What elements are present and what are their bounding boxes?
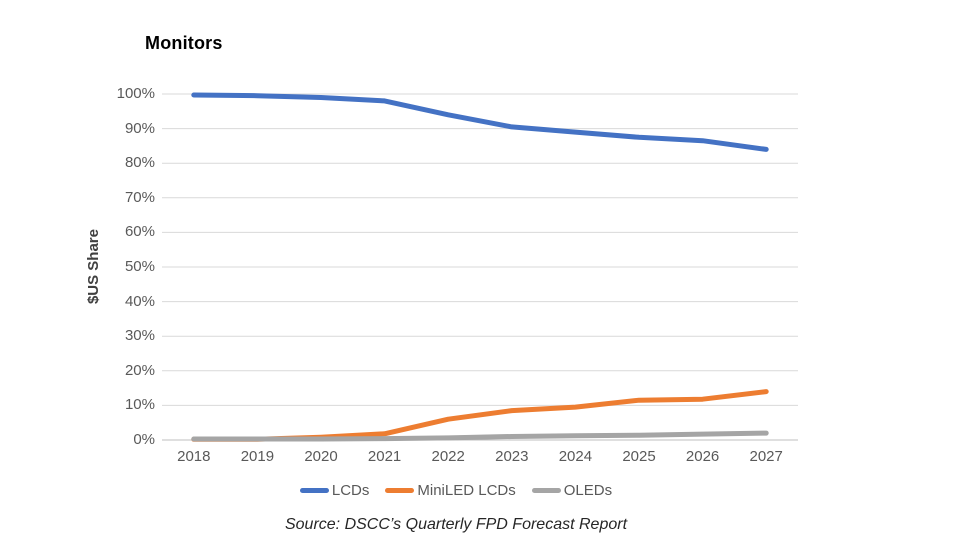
y-tick-label: 60% (124, 223, 155, 241)
series-line-oleds (191, 430, 769, 442)
legend-item-miniled-lcds: MiniLED LCDs (385, 481, 516, 499)
x-tick-label: 2027 (749, 448, 783, 465)
gridlines (162, 93, 798, 441)
series-line-lcds (191, 92, 769, 152)
y-tick-label: 30% (124, 327, 155, 345)
legend-label: LCDs (331, 481, 370, 499)
y-tick-label: 70% (124, 188, 155, 206)
x-tick-label: 2021 (367, 448, 402, 465)
legend-item-oleds: OLEDs (531, 481, 613, 499)
x-tick-label: 2022 (431, 448, 465, 465)
x-tick-label: 2020 (304, 448, 338, 465)
y-tick-label: 10% (124, 396, 155, 414)
legend-label: OLEDs (563, 481, 613, 499)
y-tick-label: 100% (116, 85, 155, 102)
x-tick-label: 2025 (622, 448, 656, 465)
x-tick-label: 2026 (685, 448, 720, 465)
x-tick-label: 2024 (558, 448, 593, 465)
chart-title: Monitors (145, 33, 223, 53)
x-tick-label: 2019 (240, 448, 275, 465)
plot-area (162, 92, 798, 442)
chart-legend: LCDs MiniLED LCDs OLEDs (0, 480, 912, 500)
legend-label: MiniLED LCDs (417, 481, 516, 499)
y-tick-label: 50% (124, 258, 155, 275)
x-tick-label: 2023 (495, 448, 529, 465)
source-note: Source: DSCC’s Quarterly FPD Forecast Re… (284, 516, 628, 533)
legend-dash-icon (385, 487, 415, 493)
y-tick-label: 20% (124, 361, 155, 379)
y-tick-label: 90% (124, 119, 155, 137)
y-tick-label: 0% (133, 431, 155, 448)
y-tick-label: 40% (124, 292, 155, 310)
legend-dash-icon (299, 487, 329, 493)
y-tick-label: 80% (124, 154, 155, 172)
x-tick-label: 2018 (177, 448, 211, 465)
legend-dash-icon (531, 487, 561, 493)
legend-item-lcds: LCDs (299, 481, 370, 499)
